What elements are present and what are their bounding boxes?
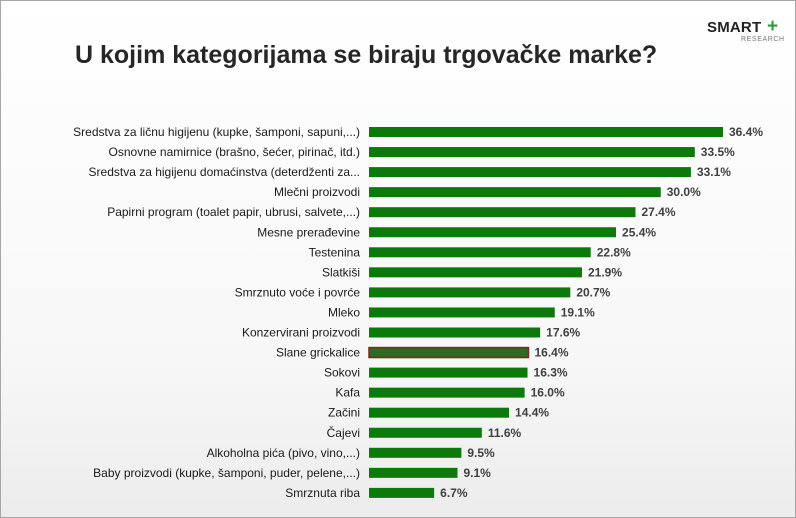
bar [369, 247, 591, 258]
value-label: 9.1% [464, 466, 492, 480]
value-label: 36.4% [729, 125, 763, 139]
value-label: 14.4% [515, 406, 549, 420]
value-label: 11.6% [488, 426, 522, 440]
chart-title: U kojim kategorijama se biraju trgovačke… [75, 41, 658, 69]
bar [369, 147, 695, 158]
logo-plus-icon: + [767, 16, 779, 37]
bar [369, 447, 462, 458]
bar [369, 307, 555, 318]
value-label: 16.4% [534, 346, 568, 360]
logo-wordmark: SMART [707, 19, 762, 36]
category-label: Sredstva za higijenu domaćinstva (deterd… [89, 165, 360, 179]
bar [369, 467, 458, 478]
category-label: Smrznuto voće i povrće [235, 285, 361, 299]
value-label: 27.4% [641, 205, 675, 219]
value-label: 6.7% [440, 486, 468, 500]
value-label: 22.8% [597, 245, 631, 259]
category-label: Mesne prerađevine [257, 225, 360, 239]
category-label: Smrznuta riba [285, 486, 360, 500]
value-label: 17.6% [546, 326, 580, 340]
value-label: 9.5% [467, 446, 495, 460]
category-label: Alkoholna pića (pivo, vino,...) [207, 446, 360, 460]
category-label: Testenina [309, 245, 361, 259]
value-label: 19.1% [561, 305, 595, 319]
bar [369, 407, 510, 418]
logo-subtitle: RESEARCH [741, 36, 785, 43]
value-label: 25.4% [622, 225, 656, 239]
bar [369, 127, 723, 137]
category-label: Začini [328, 406, 360, 420]
bar [369, 327, 541, 338]
category-label: Čajevi [327, 425, 360, 440]
bar [369, 367, 528, 378]
bar [369, 267, 582, 278]
category-label: Sokovi [324, 366, 360, 380]
bar [369, 427, 482, 438]
bar [369, 227, 617, 238]
category-label: Kafa [335, 386, 360, 400]
category-label: Konzervirani proizvodi [242, 326, 360, 340]
category-label: Sredstva za ličnu higijenu (kupke, šampo… [73, 125, 360, 139]
bar [369, 207, 636, 218]
bar [369, 487, 435, 498]
bar [369, 167, 691, 178]
category-label: Mleko [328, 305, 360, 319]
category-label: Slane grickalice [276, 346, 360, 360]
value-label: 20.7% [576, 285, 610, 299]
smart-research-logo: SMART + RESEARCH [707, 16, 784, 47]
category-label: Osnovne namirnice (brašno, šećer, pirina… [109, 145, 360, 159]
bar [369, 287, 571, 298]
category-label: Mlečni proizvodi [274, 185, 360, 199]
value-label: 30.0% [667, 185, 701, 199]
bar [369, 187, 661, 198]
value-label: 16.0% [531, 386, 565, 400]
value-label: 33.1% [697, 165, 731, 179]
bar [369, 387, 525, 398]
bar [368, 346, 530, 359]
category-label: Papirni program (toalet papir, ubrusi, s… [107, 205, 360, 219]
value-label: 16.3% [534, 366, 568, 380]
value-label: 21.9% [588, 265, 622, 279]
value-label: 33.5% [701, 145, 735, 159]
category-label: Slatkiši [322, 265, 360, 279]
category-label: Baby proizvodi (kupke, šamponi, puder, p… [93, 466, 360, 480]
